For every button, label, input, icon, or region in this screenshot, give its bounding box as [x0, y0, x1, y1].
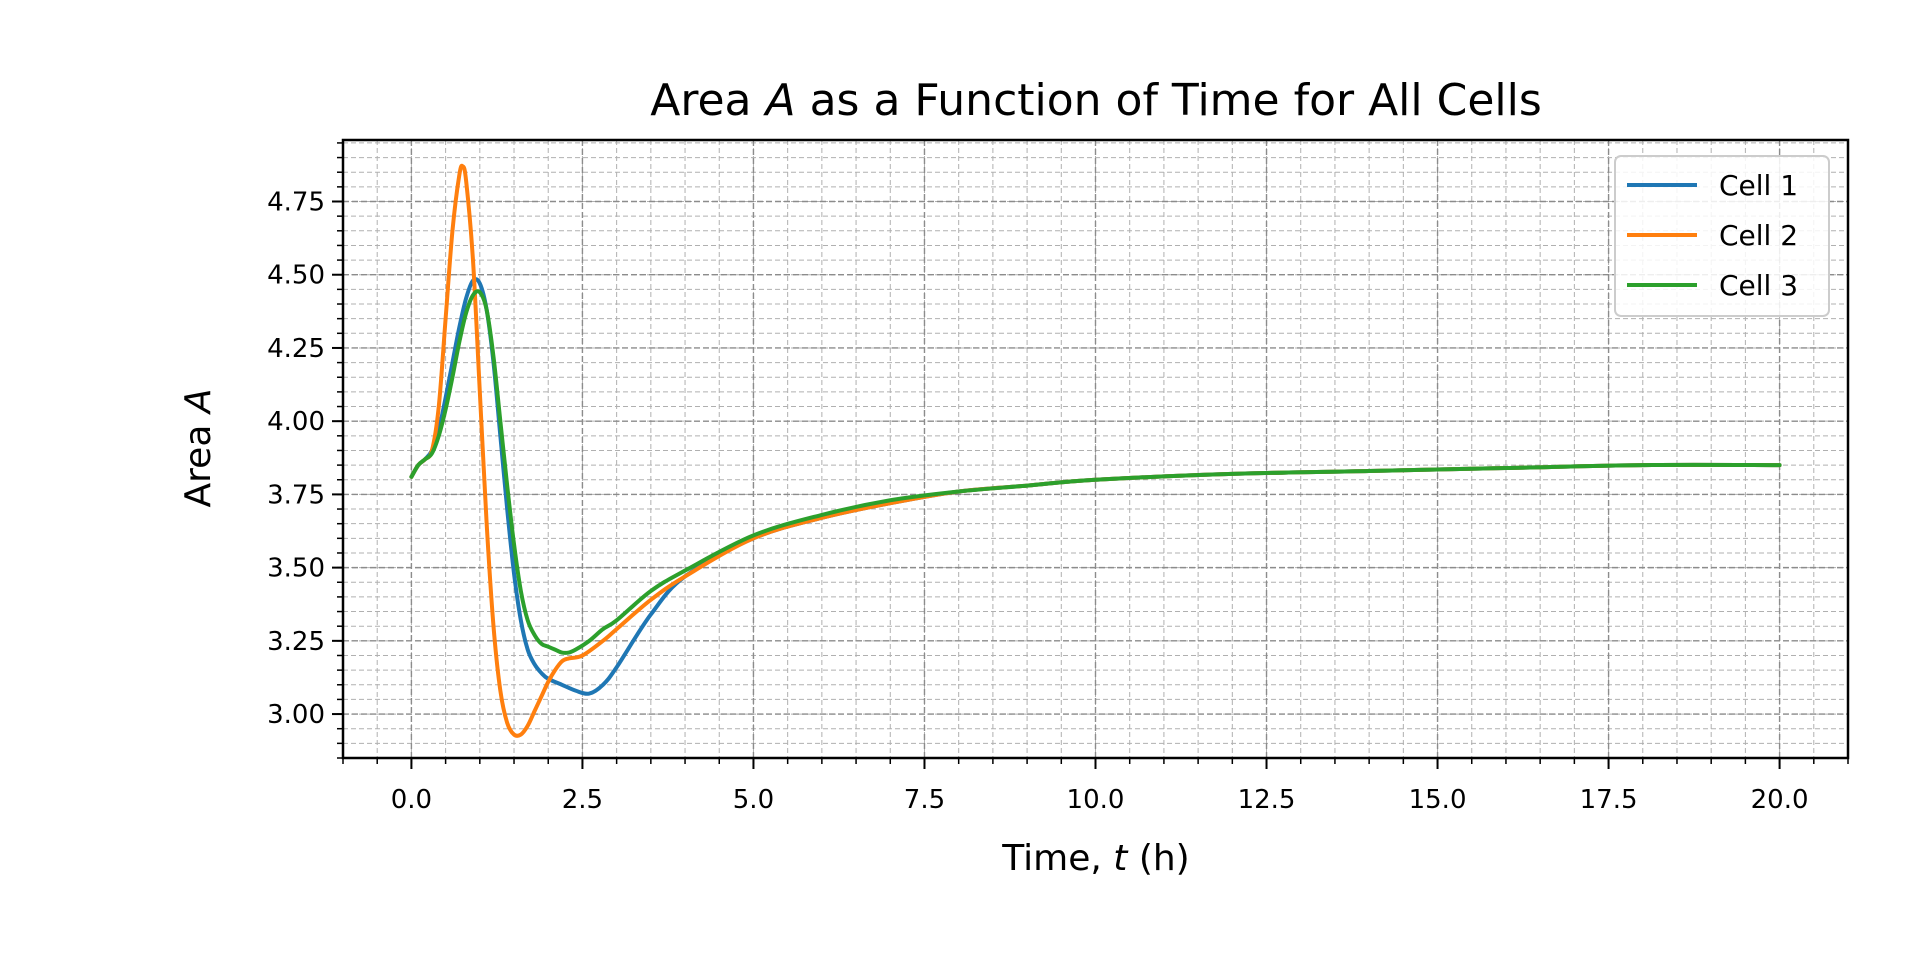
y-tick-label: 4.50 [267, 261, 325, 291]
x-tick-label: 17.5 [1580, 785, 1638, 815]
y-tick-label: 4.25 [267, 334, 325, 364]
series-line-cell-3 [409, 289, 1782, 655]
x-tick-label: 7.5 [904, 785, 945, 815]
x-tick-label: 15.0 [1409, 785, 1467, 815]
x-tick-label: 10.0 [1067, 785, 1125, 815]
series-lines [409, 163, 1782, 738]
x-tick-labels: 0.0 2.5 5.0 7.5 10.0 12.5 15.0 17.5 20.0 [391, 785, 1809, 815]
y-tick-label: 3.50 [267, 554, 325, 584]
y-tick-label: 4.75 [267, 188, 325, 218]
y-tick-label: 3.75 [267, 480, 325, 510]
chart-title: Area A as a Function of Time for All Cel… [650, 75, 1542, 126]
legend-box [1614, 155, 1830, 317]
y-tick-label: 3.25 [267, 627, 325, 657]
y-tick-labels: 3.00 3.25 3.50 3.75 4.00 4.25 4.50 4.75 [267, 188, 325, 731]
legend: Cell 1 Cell 2 Cell 3 [1614, 155, 1830, 317]
legend-label-cell-3: Cell 3 [1719, 269, 1798, 302]
y-tick-label: 4.00 [267, 407, 325, 437]
axis-ticks [332, 142, 1849, 769]
x-tick-label: 0.0 [391, 785, 432, 815]
y-axis-label: Area A [178, 389, 219, 508]
x-tick-label: 12.5 [1238, 785, 1296, 815]
x-tick-label: 5.0 [733, 785, 774, 815]
legend-label-cell-2: Cell 2 [1719, 219, 1798, 252]
x-axis-label: Time, t (h) [1001, 838, 1189, 879]
major-grid [343, 140, 1848, 758]
x-tick-label: 20.0 [1751, 785, 1809, 815]
x-tick-label: 2.5 [562, 785, 603, 815]
y-tick-label: 3.00 [267, 700, 325, 730]
legend-label-cell-1: Cell 1 [1719, 169, 1798, 202]
legend-items: Cell 1 Cell 2 Cell 3 [1627, 169, 1798, 302]
